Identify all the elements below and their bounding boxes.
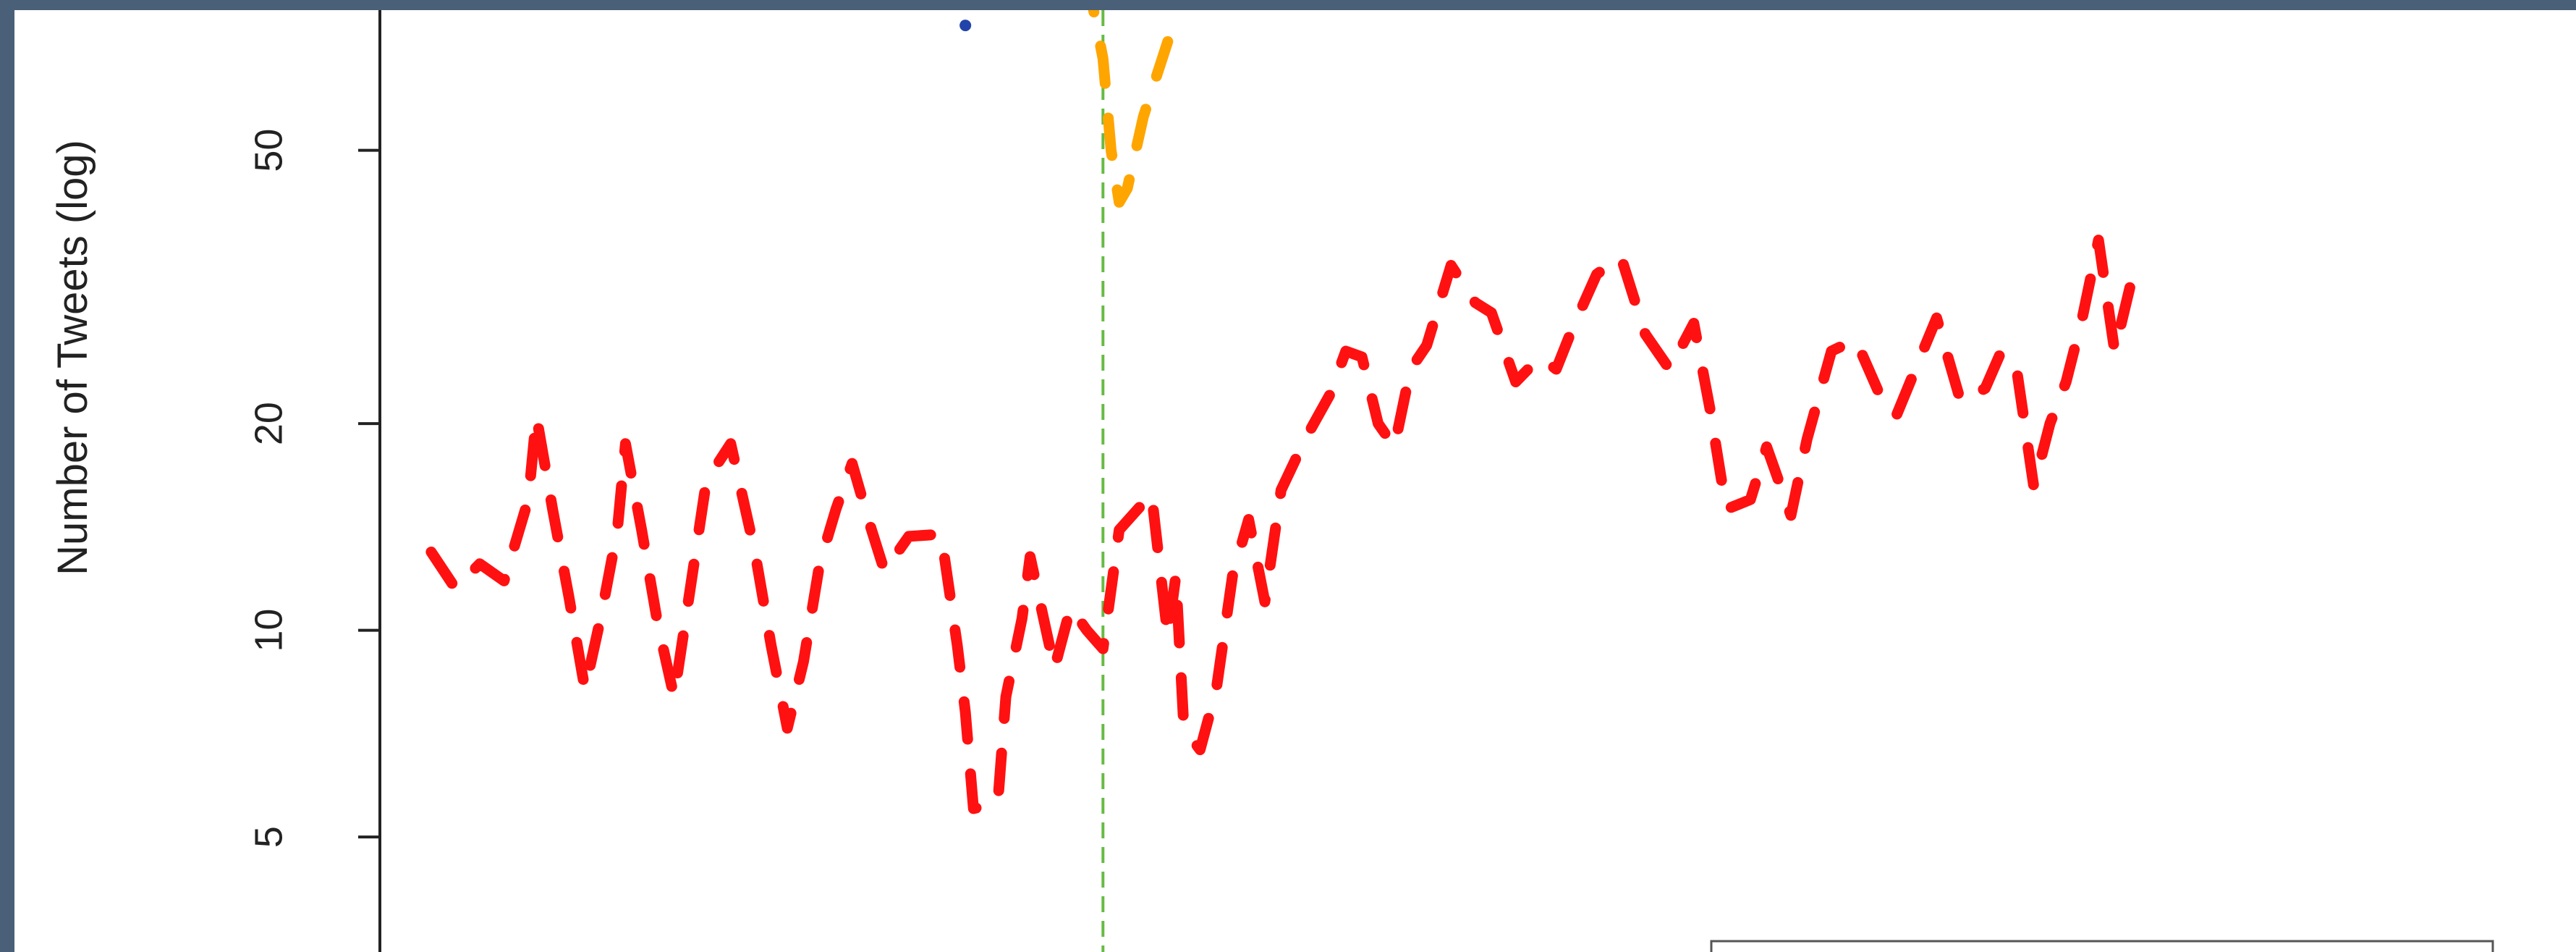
y-axis-title: Number of Tweets (log) <box>49 140 96 576</box>
y-tick-label: 50 <box>247 129 290 172</box>
data-point <box>1451 265 1452 266</box>
plot-area <box>425 10 2137 952</box>
data-point <box>617 529 618 530</box>
chart: Number of Tweets (log) 5 10 20 50 <box>49 10 2494 952</box>
data-point <box>1410 368 1411 369</box>
data-point <box>997 803 998 804</box>
data-point <box>1621 256 1622 257</box>
y-tick-label: 5 <box>247 826 290 848</box>
data-point <box>552 509 553 510</box>
data-point <box>625 443 626 444</box>
data-point <box>1936 318 1937 319</box>
data-point <box>1248 519 1249 520</box>
data-point <box>2017 375 2018 376</box>
data-point <box>730 443 731 444</box>
data-point <box>884 570 885 571</box>
data-point <box>2130 283 2131 284</box>
series-line-0 <box>425 235 2137 814</box>
y-tick-label: 10 <box>247 609 290 652</box>
data-point <box>1693 323 1694 324</box>
data-point <box>1054 668 1055 669</box>
data-point <box>1086 630 1087 631</box>
y-tick-label: 20 <box>247 402 290 445</box>
data-point <box>1669 368 1670 369</box>
data-point <box>1540 357 1541 358</box>
data-point <box>1920 357 1921 358</box>
chart-frame: Number of Tweets (log) 5 10 20 50 <box>14 10 2576 952</box>
data-point <box>819 563 820 564</box>
series-line-1 <box>1088 10 1174 208</box>
data-point <box>1710 408 1711 409</box>
data-point <box>1572 328 1573 329</box>
data-point <box>641 529 642 530</box>
data-point <box>1362 357 1363 358</box>
data-point <box>2114 350 2115 351</box>
data-point <box>973 808 974 809</box>
data-point <box>2082 318 2083 319</box>
data-point <box>1985 388 1986 389</box>
data-point <box>1345 350 1346 351</box>
series-line-2 <box>959 20 988 40</box>
data-point <box>1143 116 1144 117</box>
data-point <box>1006 696 1007 697</box>
data-point <box>981 33 982 34</box>
data-point <box>1167 41 1168 42</box>
legend-box <box>1710 940 2494 952</box>
data-point <box>965 25 966 26</box>
data-point <box>1960 402 1961 403</box>
